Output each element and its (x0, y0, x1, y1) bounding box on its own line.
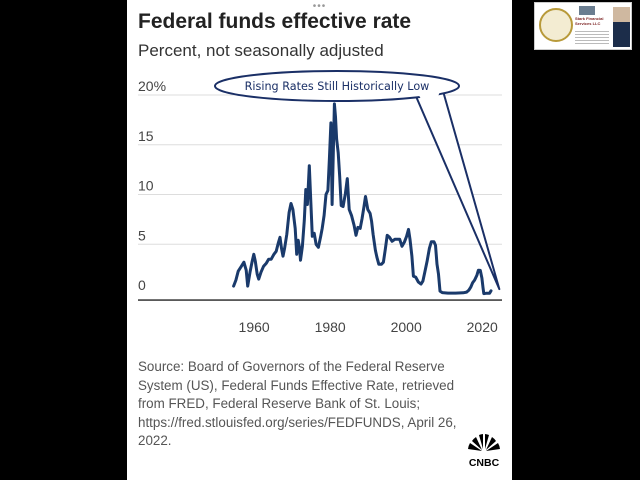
contact-lines (575, 29, 609, 45)
seal-icon (539, 8, 573, 42)
cnbc-logo: CNBC (460, 432, 508, 469)
x-axis-ticks: 1960 1980 2000 2020 (239, 319, 498, 335)
line-chart: 20% 15 10 5 0 1960 1980 2000 2020 Rising Rates … (138, 70, 502, 335)
x-tick-label: 2000 (391, 319, 422, 335)
y-tick-label: 5 (138, 227, 146, 243)
advisor-photo (613, 7, 630, 47)
source-note: Source: Board of Governors of the Federa… (138, 359, 457, 448)
annotation-label: Rising Rates Still Historically Low (245, 80, 430, 93)
x-tick-label: 2020 (467, 319, 498, 335)
y-tick-label: 10 (138, 178, 154, 194)
y-tick-label: 20% (138, 78, 166, 94)
article-card: ••• Federal funds effective rate Percent… (127, 0, 512, 480)
annotation-pointer-join (417, 89, 441, 99)
annotation-bubble (214, 70, 460, 102)
series-line (232, 102, 493, 296)
x-tick-label: 1960 (239, 319, 270, 335)
firm-name: Stark Financial Services LLC (575, 16, 604, 26)
y-tick-label: 0 (138, 277, 146, 293)
y-tick-label: 15 (138, 128, 154, 144)
chart-subtitle: Percent, not seasonally adjusted (138, 41, 384, 60)
more-options-dots[interactable]: ••• (312, 1, 327, 12)
cnbc-logo-text: CNBC (469, 457, 500, 468)
x-tick-label: 1980 (315, 319, 346, 335)
advisor-badge: Stark Financial Services LLC (534, 2, 632, 50)
chart-title: Federal funds effective rate (138, 10, 412, 33)
y-axis-ticks: 20% 15 10 5 0 (138, 78, 166, 293)
building-icon (579, 6, 595, 15)
